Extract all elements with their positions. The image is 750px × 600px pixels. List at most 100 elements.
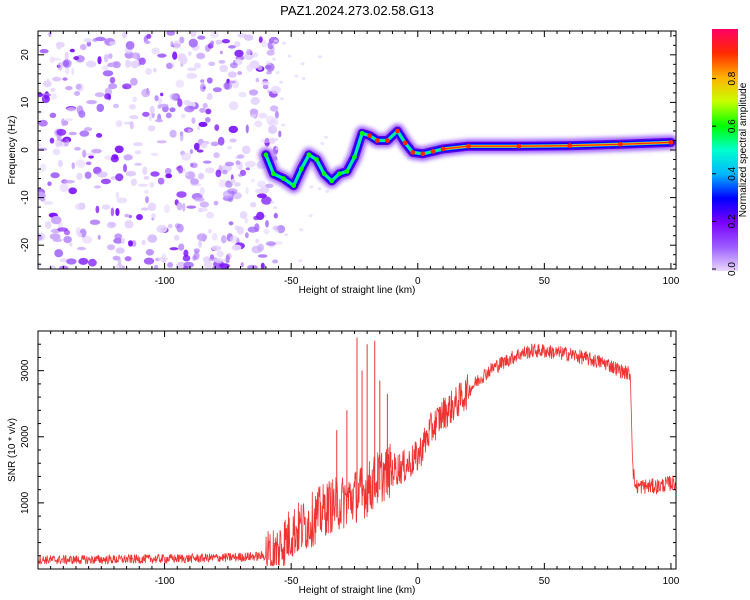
- ridge-point: [329, 178, 335, 184]
- noise-blob: [187, 67, 197, 72]
- noise-blob: [88, 155, 94, 159]
- noise-blob: [115, 263, 124, 269]
- noise-blob: [318, 55, 322, 59]
- noise-blob: [52, 76, 62, 82]
- noise-blob: [83, 38, 92, 43]
- noise-blob: [148, 113, 153, 122]
- noise-blob: [68, 187, 77, 195]
- noise-blob: [150, 152, 159, 156]
- noise-blob: [38, 143, 42, 147]
- noise-blob: [234, 41, 241, 48]
- noise-blob: [121, 237, 125, 245]
- noise-blob: [218, 263, 230, 269]
- noise-blob: [158, 97, 163, 106]
- noise-blob: [191, 117, 196, 124]
- noise-blob: [272, 57, 276, 61]
- colorbar-ticks: 0.0 0.2 0.4 0.6 0.8: [712, 71, 738, 276]
- noise-blob: [134, 150, 142, 155]
- noise-blob: [273, 212, 278, 219]
- noise-blob: [255, 188, 263, 194]
- ridge-point: [430, 149, 436, 154]
- snr-x-label: Height of straight line (km): [299, 585, 416, 596]
- noise-blob: [261, 40, 267, 48]
- noise-blob: [112, 61, 121, 69]
- x-tick-label: 0: [415, 276, 421, 287]
- noise-blob: [65, 118, 73, 122]
- noise-blob: [182, 255, 191, 262]
- noise-blob: [101, 204, 111, 210]
- noise-blob: [250, 202, 257, 208]
- noise-blob: [142, 111, 150, 117]
- noise-blob: [227, 45, 236, 49]
- noise-blob: [254, 120, 263, 128]
- noise-blob: [212, 265, 221, 269]
- noise-blob: [275, 147, 280, 151]
- noise-blob: [221, 39, 230, 44]
- ridge-point: [516, 143, 522, 149]
- noise-blob: [63, 179, 75, 184]
- noise-blob: [186, 72, 198, 79]
- noise-blob: [124, 213, 130, 218]
- noise-blob: [242, 145, 251, 155]
- noise-blob: [133, 142, 144, 147]
- noise-blob: [78, 110, 86, 118]
- noise-blob: [287, 54, 292, 58]
- noise-blob: [225, 254, 230, 264]
- noise-blob: [164, 167, 172, 175]
- noise-blob: [205, 108, 212, 115]
- colorbar-tick-label: 0.4: [727, 166, 738, 180]
- noise-blob: [116, 197, 128, 204]
- ridge-point: [410, 150, 416, 155]
- noise-blob: [204, 167, 215, 174]
- ridge-core: [442, 141, 672, 150]
- ridge-point: [281, 176, 286, 182]
- noise-blob: [192, 255, 197, 261]
- noise-blob: [269, 118, 279, 126]
- colorbar-tick-label: 0.6: [727, 119, 738, 133]
- noise-blob: [97, 56, 102, 65]
- noise-blob: [246, 49, 253, 55]
- noise-blob: [270, 200, 275, 204]
- snr-axes: -100 -50 0 50 100 1000 2000 3000: [20, 331, 680, 587]
- noise-blob: [141, 88, 151, 98]
- noise-blob: [220, 235, 227, 244]
- y-tick-label: 3000: [20, 359, 31, 382]
- noise-blob: [39, 49, 49, 54]
- noise-blob: [89, 219, 101, 225]
- noise-blob: [165, 173, 173, 179]
- noise-blob: [147, 125, 156, 132]
- noise-blob: [155, 118, 163, 123]
- noise-blob: [49, 112, 57, 119]
- noise-blob: [169, 107, 176, 113]
- noise-blob: [245, 232, 249, 239]
- noise-blob: [122, 83, 132, 90]
- noise-blob: [229, 62, 238, 69]
- noise-blob: [43, 201, 54, 205]
- noise-blob: [176, 202, 183, 211]
- noise-blob: [41, 94, 51, 104]
- noise-blob: [196, 125, 201, 131]
- noise-blob: [38, 119, 48, 127]
- noise-blob: [194, 197, 205, 202]
- noise-blob: [152, 67, 157, 73]
- noise-blob: [170, 41, 174, 47]
- noise-blob: [324, 135, 328, 139]
- noise-blob: [62, 59, 72, 68]
- noise-blob: [48, 265, 56, 269]
- noise-blob: [309, 185, 314, 189]
- ridge-point: [359, 130, 365, 136]
- noise-blob: [179, 132, 184, 142]
- noise-blob: [141, 239, 146, 246]
- noise-blob: [140, 207, 149, 211]
- noise-blob: [145, 67, 153, 75]
- noise-blob: [252, 52, 259, 58]
- noise-blob: [206, 211, 215, 219]
- noise-blob: [129, 121, 134, 130]
- noise-blob: [279, 97, 284, 101]
- noise-blob: [68, 131, 77, 136]
- noise-blob: [249, 60, 260, 69]
- noise-blob: [82, 149, 87, 158]
- colorbar-tick-label: 0.2: [727, 214, 738, 228]
